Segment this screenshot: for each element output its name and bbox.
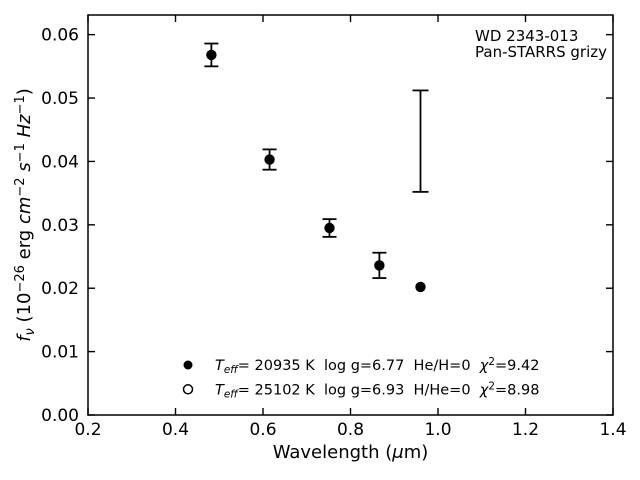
annotation-object-name: WD 2343-013 bbox=[475, 27, 579, 45]
legend-row-text: Teff= 25102 K log g=6.93 H/He=0 χ2=8.98 bbox=[215, 381, 539, 401]
x-tick-label: 0.2 bbox=[74, 420, 101, 440]
x-tick-label: 0.6 bbox=[249, 420, 276, 440]
axes-spines bbox=[87, 14, 614, 416]
annotation-survey-name: Pan-STARRS grizy bbox=[475, 43, 608, 61]
y-tick-label: 0.01 bbox=[41, 343, 79, 363]
x-tick-label: 1.0 bbox=[424, 420, 451, 440]
x-tick-label: 0.8 bbox=[337, 420, 364, 440]
data-point bbox=[206, 49, 217, 61]
legend-row-text: Teff= 20935 K log g=6.77 He/H=0 χ2=9.42 bbox=[215, 356, 539, 376]
y-tick-label: 0.05 bbox=[41, 89, 79, 109]
data-point bbox=[415, 281, 426, 293]
y-tick-label: 0.03 bbox=[41, 216, 79, 236]
y-tick-label: 0.00 bbox=[41, 406, 79, 426]
y-tick-label: 0.06 bbox=[41, 26, 79, 46]
x-tick-label: 1.4 bbox=[599, 420, 626, 440]
x-axis-label: Wavelength (μm) bbox=[273, 442, 429, 463]
legend-marker-filled-circle bbox=[183, 360, 193, 370]
data-point bbox=[324, 222, 335, 234]
data-point bbox=[374, 260, 385, 271]
annotation-box: WD 2343-013 Pan-STARRS grizy bbox=[475, 28, 607, 60]
data-point bbox=[264, 154, 275, 165]
y-axis-label: fν (10−26 erg cm−2 s−1 Hz−1) bbox=[13, 88, 38, 342]
x-tick-label: 0.4 bbox=[162, 420, 189, 440]
y-tick-label: 0.02 bbox=[41, 279, 79, 299]
legend-marker-open-circle bbox=[182, 384, 194, 395]
y-tick-label: 0.04 bbox=[41, 152, 79, 172]
x-tick-label: 1.2 bbox=[512, 420, 539, 440]
